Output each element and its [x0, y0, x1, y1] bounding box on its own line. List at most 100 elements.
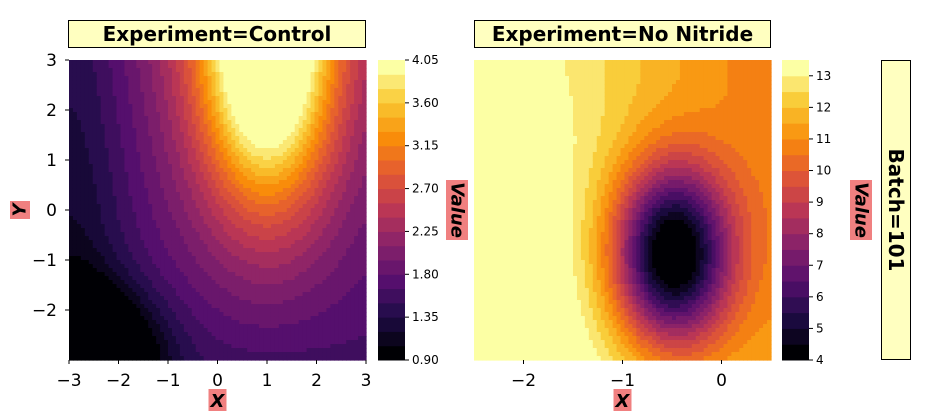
contour-cell	[314, 160, 320, 165]
contour-cell	[179, 244, 185, 249]
contour-cell	[84, 316, 90, 321]
contour-cell	[132, 328, 137, 333]
contour-cell	[215, 132, 221, 137]
contour-cell	[144, 100, 149, 105]
contour-cell	[259, 344, 264, 349]
contour-cell	[164, 184, 169, 189]
contour-cell	[88, 324, 94, 329]
contour-cell	[69, 96, 74, 101]
contour-cell	[171, 132, 177, 137]
contour-cell	[290, 240, 296, 245]
contour-cell	[302, 344, 308, 349]
contour-cell	[255, 104, 260, 109]
contour-cell	[160, 104, 165, 109]
contour-cell	[326, 256, 331, 261]
contour-cell	[207, 352, 213, 357]
contour-cell	[140, 96, 145, 101]
contour-cell	[195, 268, 201, 273]
contour-cell	[140, 180, 145, 185]
contour-cell	[298, 308, 304, 313]
contour-cell	[175, 276, 181, 281]
contour-cell	[199, 300, 205, 305]
contour-cell	[290, 268, 296, 273]
contour-cell	[326, 140, 331, 145]
contour-cell	[104, 100, 110, 105]
contour-cell	[247, 192, 252, 197]
contour-cell	[239, 132, 244, 137]
contour-cell	[195, 124, 201, 129]
contour-cell	[148, 244, 153, 249]
contour-cell	[243, 216, 248, 221]
contour-cell	[112, 320, 118, 325]
contour-cell	[152, 272, 157, 277]
contour-cell	[88, 260, 94, 265]
contour-cell	[322, 172, 327, 177]
contour-cell	[251, 204, 256, 209]
contour-cell	[112, 176, 118, 181]
contour-cell	[120, 184, 126, 189]
contour-cell	[251, 160, 256, 165]
contour-cell	[124, 152, 129, 157]
contour-cell	[294, 324, 300, 329]
contour-cell	[282, 80, 288, 85]
contour-cell	[211, 80, 217, 85]
contour-cell	[306, 84, 312, 89]
contour-cell	[88, 308, 94, 313]
contour-cell	[306, 196, 312, 201]
contour-cell	[207, 148, 213, 153]
contour-cell	[128, 144, 133, 149]
contour-cell	[330, 120, 335, 125]
contour-cell	[302, 272, 308, 277]
contour-cell	[160, 308, 165, 313]
contour-cell	[164, 84, 169, 89]
contour-cell	[160, 276, 165, 281]
contour-cell	[259, 348, 264, 353]
contour-cell	[76, 192, 82, 197]
contour-cell	[322, 216, 327, 221]
contour-cell	[92, 308, 98, 313]
contour-cell	[183, 300, 189, 305]
contour-cell	[140, 160, 145, 165]
contour-cell	[302, 320, 308, 325]
contour-cell	[76, 324, 82, 329]
contour-cell	[274, 240, 280, 245]
contour-cell	[175, 212, 181, 217]
contour-cell	[69, 76, 74, 81]
contour-cell	[235, 208, 240, 213]
contour-cell	[96, 144, 102, 149]
contour-cell	[278, 88, 284, 93]
contour-cell	[152, 260, 157, 265]
contour-cell	[179, 288, 185, 293]
contour-cell	[104, 112, 110, 117]
contour-cell	[322, 188, 327, 193]
contour-cell	[215, 64, 221, 69]
contour-cell	[330, 92, 335, 97]
contour-cell	[124, 160, 129, 165]
contour-cell	[156, 244, 161, 249]
contour-cell	[175, 244, 181, 249]
contour-cell	[243, 276, 248, 281]
contour-cell	[243, 100, 248, 105]
contour-cell	[195, 80, 201, 85]
contour-cell	[100, 232, 106, 237]
contour-cell	[152, 252, 157, 257]
contour-cell	[227, 188, 232, 193]
contour-cell	[168, 236, 173, 241]
contour-cell	[92, 260, 98, 265]
contour-cell	[156, 224, 161, 229]
contour-cell	[92, 340, 98, 345]
contour-cell	[195, 336, 201, 341]
contour-cell	[310, 104, 316, 109]
contour-cell	[191, 60, 197, 65]
contour-cell	[330, 168, 335, 173]
contour-cell	[290, 328, 296, 333]
contour-cell	[211, 100, 217, 105]
contour-cell	[195, 296, 201, 301]
contour-cell	[215, 216, 221, 221]
contour-cell	[124, 292, 129, 297]
contour-cell	[223, 296, 228, 301]
contour-cell	[326, 280, 331, 285]
contour-cell	[286, 60, 292, 65]
contour-cell	[274, 196, 280, 201]
contour-cell	[326, 132, 331, 137]
